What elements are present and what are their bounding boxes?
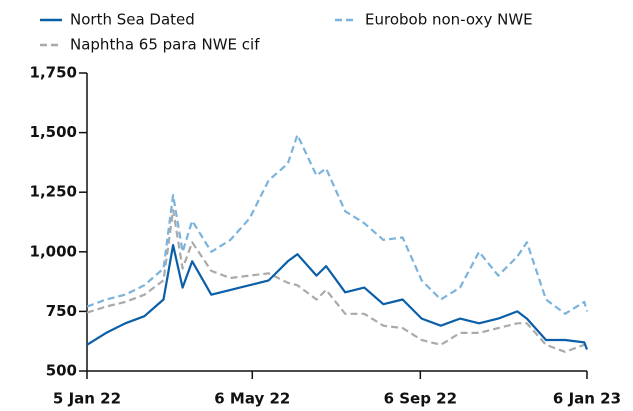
y-tick-label: 750 xyxy=(46,302,77,320)
legend-label: North Sea Dated xyxy=(70,11,195,29)
y-tick-label: 1,000 xyxy=(30,242,77,260)
x-tick-label: 6 Sep 22 xyxy=(384,390,457,408)
y-tick-label: 1,750 xyxy=(30,64,77,82)
series-line xyxy=(86,244,589,350)
series-line xyxy=(86,209,588,353)
y-tick-label: 1,250 xyxy=(30,183,77,201)
x-tick-label: 6 May 22 xyxy=(214,390,290,408)
legend-label: Eurobob non-oxy NWE xyxy=(365,11,533,29)
x-tick-label: 6 Jan 23 xyxy=(553,390,621,408)
legend-label: Naphtha 65 para NWE cif xyxy=(70,36,260,54)
y-tick-label: 1,500 xyxy=(30,123,77,141)
x-tick-label: 5 Jan 22 xyxy=(53,390,121,408)
y-tick-label: 500 xyxy=(46,362,77,380)
series-line xyxy=(86,133,589,315)
